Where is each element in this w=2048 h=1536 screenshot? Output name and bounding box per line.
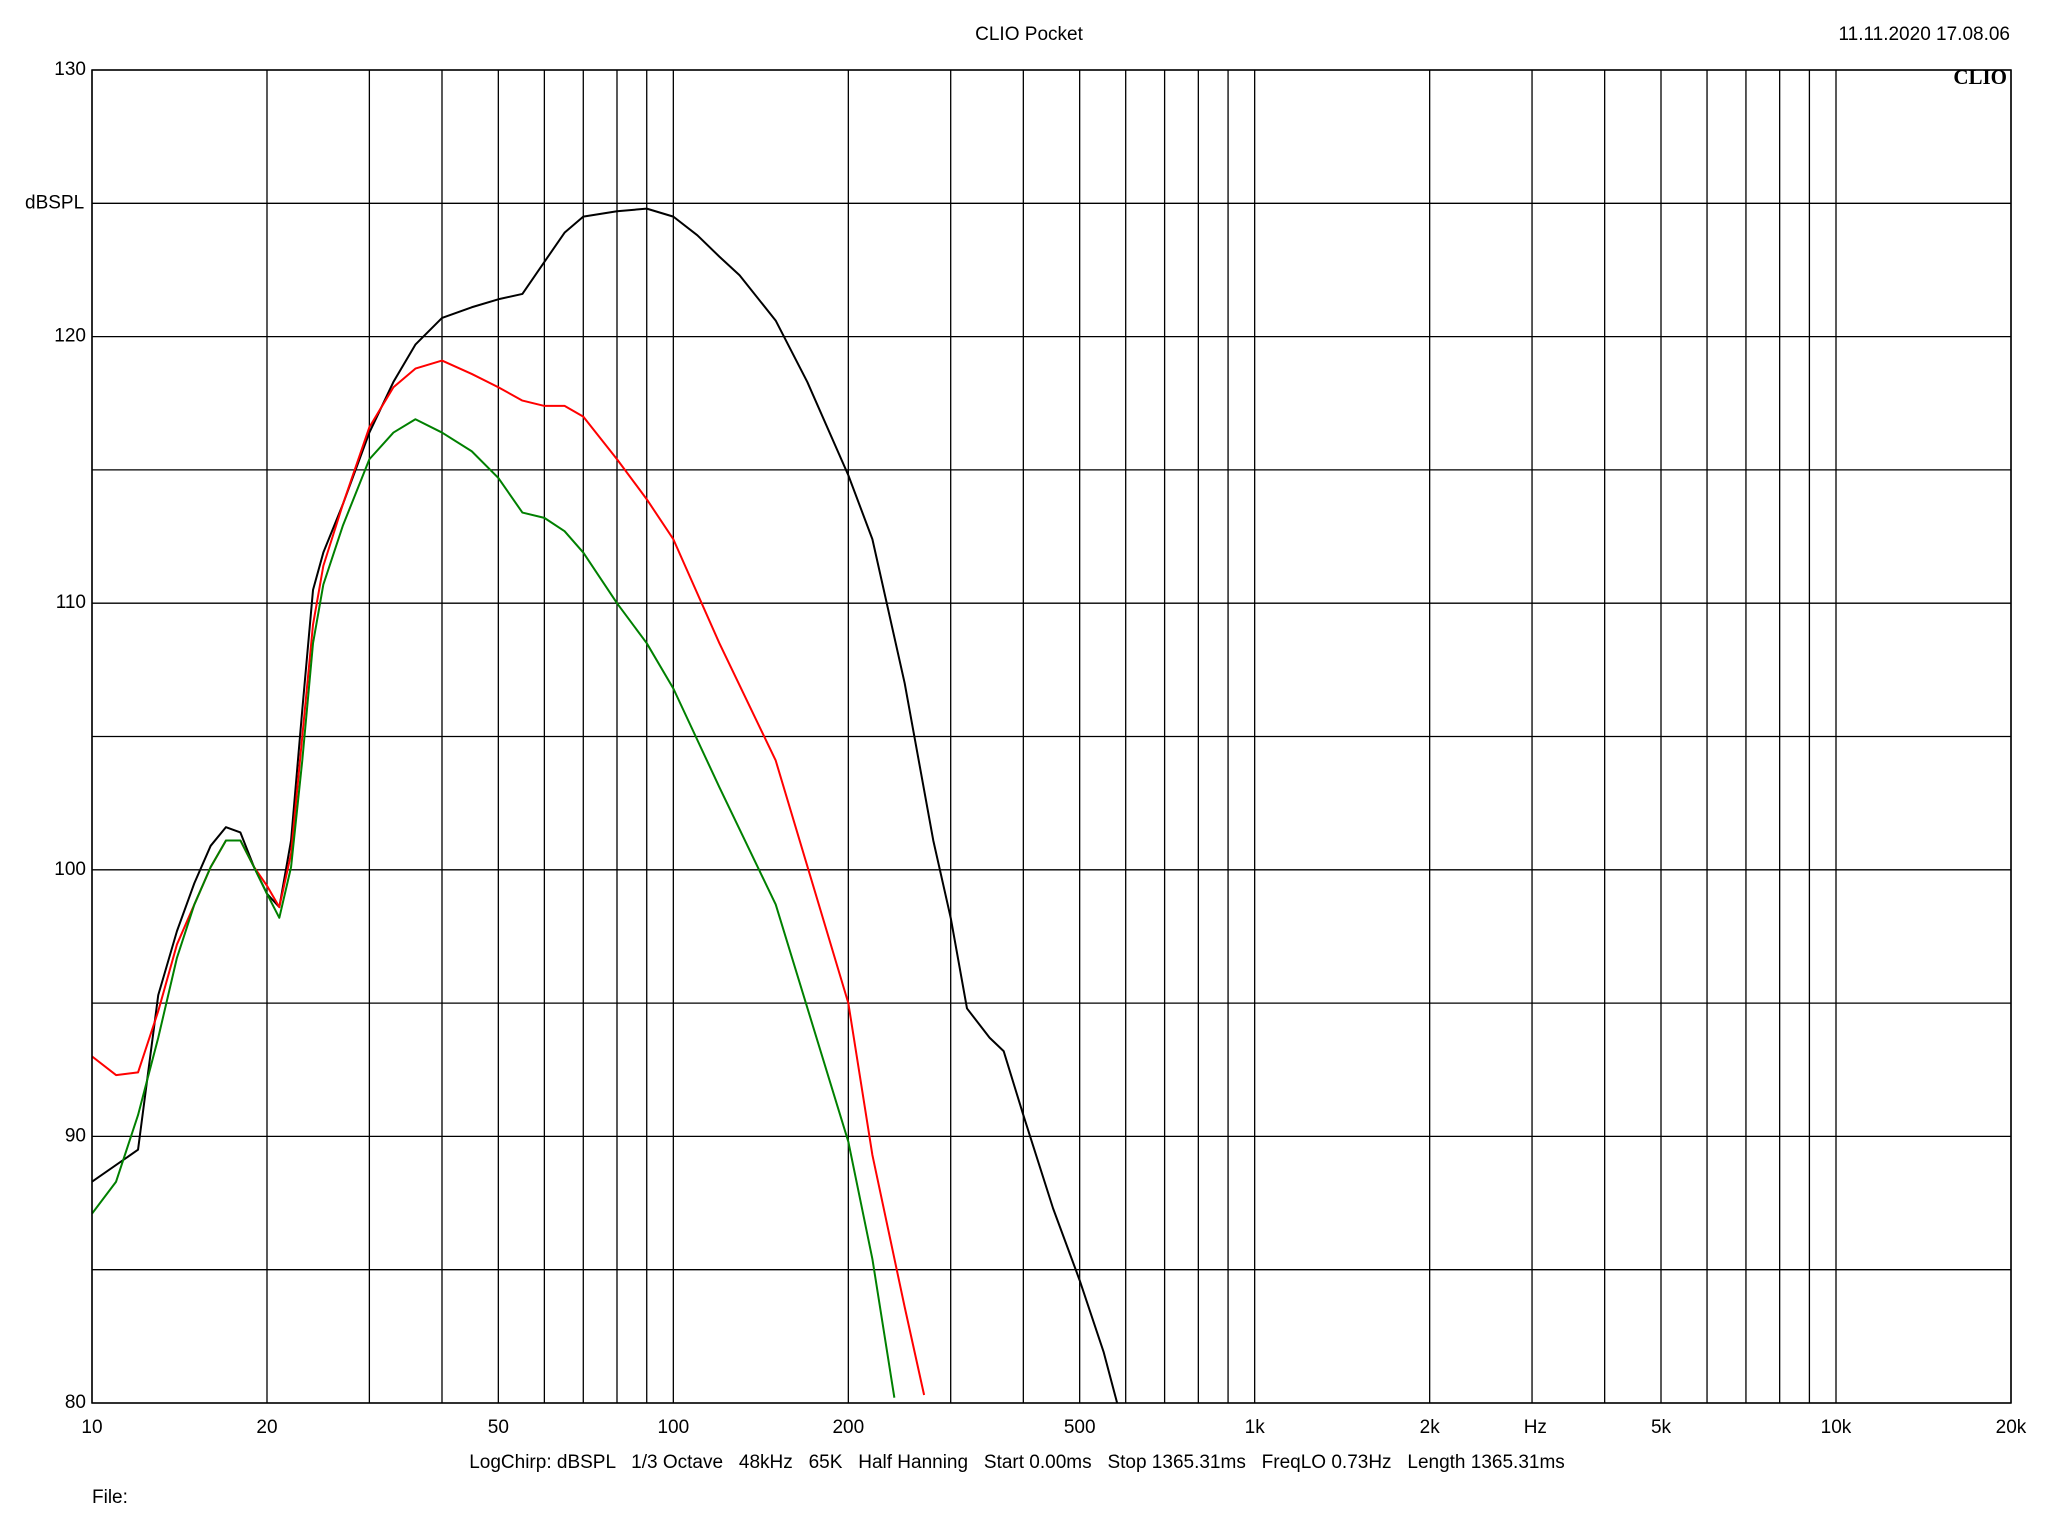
y-tick-label: 100 [54, 859, 86, 880]
series-line [92, 359, 926, 1396]
logo: CLIO [1953, 65, 2007, 89]
y-tick-label: 120 [54, 326, 86, 347]
x-tick-label: 20 [256, 1417, 277, 1438]
x-tick-label: 500 [1064, 1417, 1096, 1438]
timestamp: 11.11.2020 17.08.06 [1838, 24, 2010, 45]
plot-frame [91, 69, 2012, 1404]
x-tick-label: 100 [657, 1417, 689, 1438]
x-tick-label: 1k [1245, 1417, 1266, 1438]
y-tick-label: 90 [65, 1125, 86, 1146]
y-tick-label: 130 [54, 59, 86, 80]
footer: LogChirp: dBSPL 1/3 Octave 48kHz 65K Hal… [469, 1452, 1565, 1473]
chart-title: CLIO Pocket [975, 24, 1083, 45]
x-tick-label: 200 [832, 1417, 864, 1438]
x-tick-label: 50 [488, 1417, 509, 1438]
x-tick-label: 10k [1821, 1417, 1852, 1438]
x-tick-label: 10 [81, 1417, 102, 1438]
file-label: File: [92, 1487, 128, 1508]
x-tick-label: 2k [1420, 1417, 1441, 1438]
series-line [92, 418, 896, 1398]
x-tick-label: 20k [1996, 1417, 2027, 1438]
y-axis-label: dBSPL [25, 192, 84, 213]
series-line [92, 207, 1119, 1403]
y-tick-label: 80 [65, 1392, 86, 1413]
x-tick-label: 5k [1651, 1417, 1672, 1438]
y-tick-label: 110 [56, 592, 86, 613]
x-unit-label: Hz [1524, 1417, 1547, 1438]
